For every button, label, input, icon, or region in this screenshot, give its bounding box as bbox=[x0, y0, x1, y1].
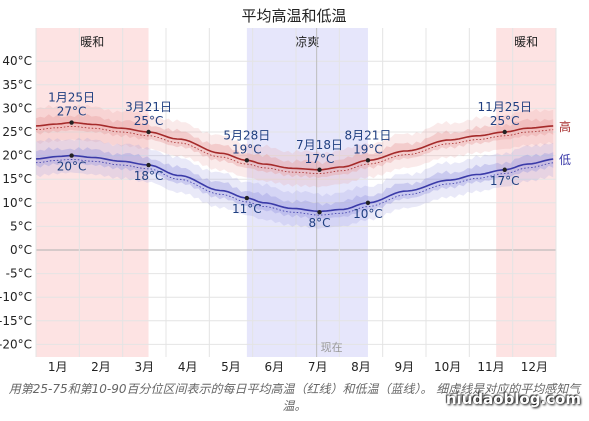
series-lines: 高低 bbox=[35, 119, 571, 216]
data-point bbox=[146, 129, 151, 135]
series-line bbox=[35, 121, 554, 171]
annotation-temp: 20°C bbox=[57, 160, 87, 174]
annotation-temp: 19°C bbox=[232, 142, 262, 156]
data-point bbox=[502, 167, 507, 172]
y-tick-label: -5°C bbox=[6, 267, 32, 281]
y-tick-label: -20°C bbox=[0, 337, 32, 351]
grid-lines: 现在 bbox=[35, 28, 557, 357]
data-point bbox=[365, 200, 371, 205]
annotation-temp: 11°C bbox=[232, 202, 262, 216]
x-tick-label: 7月 bbox=[308, 360, 328, 374]
x-tick-label: 9月 bbox=[395, 360, 415, 374]
feels-like-line bbox=[35, 126, 554, 174]
season-bands: 暖和 凉爽 暖和 bbox=[36, 28, 556, 357]
annotation-temp: 17°C bbox=[490, 174, 520, 188]
x-tick-label: 1月 bbox=[48, 360, 68, 374]
data-point bbox=[69, 120, 74, 125]
percentile-band bbox=[36, 147, 554, 220]
season-band bbox=[496, 28, 556, 357]
series-line bbox=[35, 154, 554, 213]
percentile-band bbox=[36, 114, 554, 178]
annotation-date: 3月21日 bbox=[125, 100, 172, 114]
y-tick-label: 15°C bbox=[2, 172, 32, 186]
x-tick-label: 11月 bbox=[477, 360, 504, 374]
annotation-temp: 18°C bbox=[134, 169, 164, 183]
annotation-date: 5月28日 bbox=[223, 128, 270, 142]
annotation-date: 7月18日 bbox=[296, 138, 343, 152]
annotation-date: 1月25日 bbox=[48, 91, 95, 105]
x-tick-label: 8月 bbox=[351, 360, 371, 374]
annotation-date: 11月25日 bbox=[477, 100, 532, 114]
data-point bbox=[502, 129, 507, 135]
annotation-temp: 8°C bbox=[308, 216, 330, 230]
x-tick-label: 10月 bbox=[434, 360, 461, 374]
data-point bbox=[146, 162, 151, 168]
data-point bbox=[244, 158, 250, 163]
y-tick-label: 40°C bbox=[2, 54, 32, 68]
axis-labels: 40°C 35°C 30°C 25°C 20°C 15°C 10°C 5°C 0°C -5°C -1… bbox=[0, 54, 548, 374]
y-tick-label: 25°C bbox=[2, 125, 32, 139]
x-tick-label: 12月 bbox=[521, 360, 548, 374]
season-band bbox=[246, 28, 368, 357]
x-tick-label: 5月 bbox=[221, 360, 241, 374]
percentile-bands bbox=[36, 104, 554, 229]
annotation-temp: 27°C bbox=[57, 105, 87, 119]
chart-caption: 用第25-75和第10-90百分位区间表示的每日平均高温（红线）和低温（蓝线）。… bbox=[8, 382, 581, 413]
series-label: 低 bbox=[559, 153, 571, 167]
y-tick-label: -15°C bbox=[0, 314, 32, 328]
percentile-band bbox=[36, 104, 554, 188]
annotation-temp: 10°C bbox=[353, 207, 383, 221]
annotation-temp: 25°C bbox=[134, 114, 164, 128]
data-point bbox=[365, 158, 371, 163]
data-point bbox=[317, 210, 322, 215]
x-tick-label: 3月 bbox=[135, 360, 155, 374]
annotation-temp: 25°C bbox=[490, 114, 520, 128]
y-tick-label: 10°C bbox=[2, 196, 32, 210]
now-label: 现在 bbox=[321, 341, 343, 354]
y-tick-label: 0°C bbox=[10, 243, 32, 257]
x-tick-label: 6月 bbox=[265, 360, 285, 374]
x-tick-label: 4月 bbox=[178, 360, 198, 374]
season-band bbox=[36, 28, 149, 357]
x-tick-label: 2月 bbox=[91, 360, 111, 374]
series-label: 高 bbox=[559, 119, 571, 134]
chart-title: 平均高温和低温 bbox=[241, 7, 346, 25]
y-tick-label: -10°C bbox=[0, 290, 32, 304]
feels-like-line bbox=[35, 158, 554, 216]
season-label: 暖和 bbox=[80, 35, 104, 49]
y-tick-label: 30°C bbox=[2, 101, 32, 115]
data-point bbox=[317, 167, 322, 172]
season-label: 凉爽 bbox=[295, 34, 319, 49]
percentile-band bbox=[36, 137, 554, 229]
annotation-date: 8月21日 bbox=[344, 128, 391, 142]
annotation-temp: 17°C bbox=[305, 152, 335, 166]
y-tick-label: 5°C bbox=[10, 219, 32, 233]
watermark: niudaoblog.com bbox=[445, 390, 581, 408]
data-point bbox=[69, 153, 74, 158]
annotations: 1月25日27°C20°C3月21日25°C18°C5月28日19°C11°C7… bbox=[48, 91, 532, 231]
y-tick-label: 20°C bbox=[2, 149, 32, 163]
season-label: 暖和 bbox=[514, 35, 538, 49]
annotation-temp: 19°C bbox=[353, 142, 383, 156]
data-point bbox=[244, 195, 250, 201]
y-tick-label: 35°C bbox=[2, 78, 32, 92]
